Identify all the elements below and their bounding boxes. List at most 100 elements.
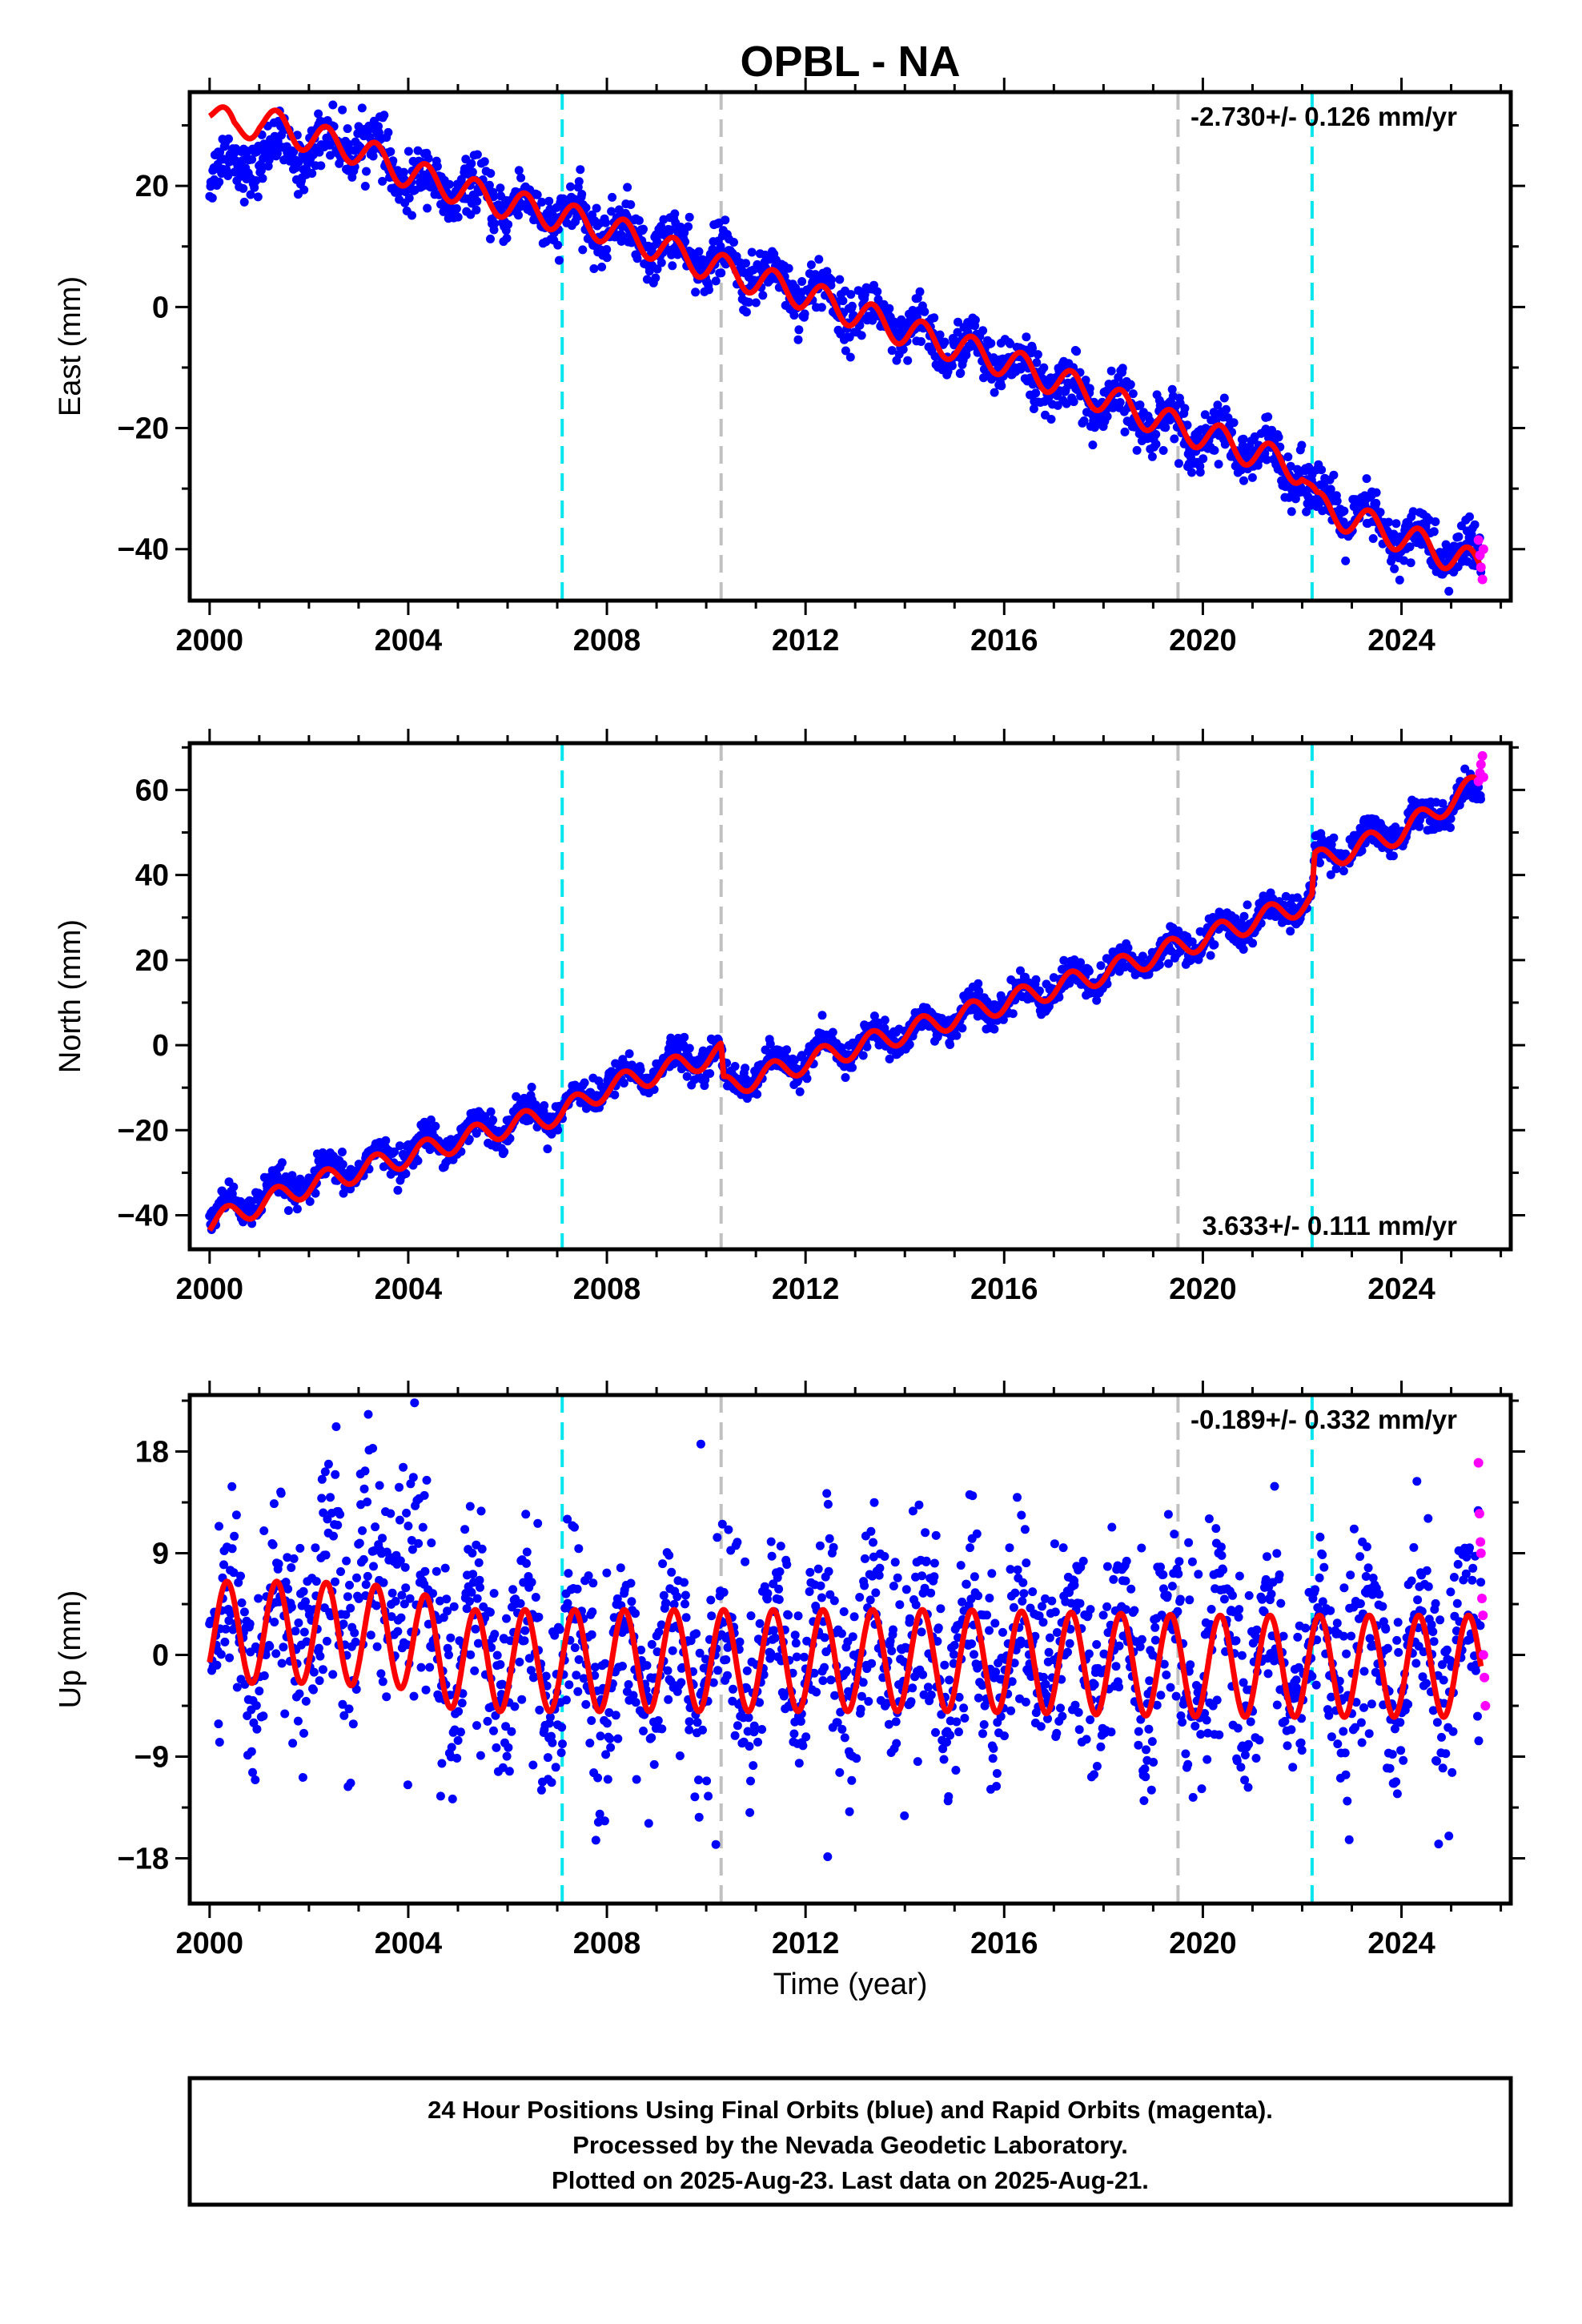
up-final-point	[312, 1577, 321, 1586]
up-final-point	[364, 1410, 373, 1419]
east-final-point	[1187, 468, 1196, 477]
up-final-point	[283, 1585, 292, 1594]
east-final-point	[741, 259, 750, 267]
up-final-point	[329, 1532, 338, 1541]
up-final-point	[396, 1516, 404, 1525]
east-final-point	[857, 331, 866, 340]
north-final-point	[1332, 864, 1341, 873]
up-final-point	[841, 1733, 849, 1742]
up-final-point	[322, 1550, 331, 1559]
east-final-point	[515, 166, 524, 175]
up-final-point	[745, 1713, 753, 1722]
up-final-point	[749, 1761, 757, 1770]
east-final-point	[1211, 446, 1219, 455]
up-final-point	[548, 1739, 556, 1747]
east-final-point	[589, 264, 598, 273]
up-final-point	[504, 1743, 512, 1752]
north-final-point	[338, 1148, 347, 1156]
east-final-point	[1174, 459, 1183, 468]
up-final-point	[347, 1779, 355, 1787]
up-final-point	[215, 1738, 224, 1747]
east-final-point	[1220, 394, 1229, 403]
up-final-point	[528, 1761, 537, 1770]
up-final-point	[797, 1717, 805, 1726]
east-final-point	[695, 247, 704, 256]
up-final-point	[627, 1579, 636, 1588]
east-y-tick-label: 20	[135, 170, 169, 203]
up-final-point	[840, 1607, 849, 1616]
east-final-point	[1072, 347, 1081, 356]
east-final-point	[885, 304, 893, 313]
up-final-point	[437, 1759, 446, 1768]
east-final-point	[486, 235, 495, 243]
up-final-point	[729, 1685, 737, 1694]
up-final-point	[346, 1604, 355, 1613]
east-final-point	[1107, 367, 1116, 376]
up-final-point	[745, 1742, 754, 1751]
north-y-axis-label: North (mm)	[54, 919, 87, 1073]
up-final-point	[315, 1652, 324, 1661]
east-final-point	[1248, 473, 1257, 482]
up-final-point	[522, 1559, 531, 1568]
north-x-tick-label: 2004	[375, 1273, 443, 1306]
up-final-point	[694, 1775, 703, 1784]
north-rapid-point	[1478, 751, 1488, 761]
up-final-point	[720, 1588, 729, 1597]
up-final-point	[588, 1630, 596, 1639]
up-final-point	[768, 1552, 777, 1561]
up-final-point	[382, 1692, 391, 1701]
up-final-point	[812, 1688, 821, 1697]
up-final-point	[448, 1743, 456, 1751]
east-final-point	[358, 103, 367, 112]
up-final-point	[520, 1636, 529, 1645]
east-final-point	[480, 157, 489, 166]
up-final-point	[228, 1544, 237, 1553]
up-final-point	[386, 1510, 395, 1518]
up-final-point	[829, 1543, 838, 1552]
up-final-point	[311, 1543, 319, 1552]
north-final-point	[859, 1051, 868, 1060]
up-final-point	[632, 1775, 641, 1784]
up-final-point	[246, 1619, 255, 1628]
up-final-point	[363, 1572, 372, 1581]
north-y-tick-label: 20	[135, 944, 169, 978]
up-final-point	[492, 1743, 500, 1752]
up-final-point	[393, 1627, 402, 1636]
north-x-tick-label: 2016	[970, 1273, 1038, 1306]
up-final-point	[420, 1491, 429, 1500]
north-final-point	[487, 1108, 496, 1116]
up-final-point	[252, 1701, 261, 1710]
up-final-point	[260, 1671, 269, 1680]
up-final-point	[331, 1470, 339, 1479]
up-final-point	[842, 1667, 851, 1675]
east-final-point	[454, 213, 463, 222]
east-final-point	[343, 124, 352, 133]
up-final-point	[664, 1695, 673, 1704]
east-final-point	[978, 326, 987, 335]
north-final-point	[431, 1122, 440, 1131]
east-final-point	[752, 299, 761, 308]
east-final-point	[404, 147, 413, 156]
up-final-point	[300, 1628, 309, 1637]
north-final-point	[753, 1090, 761, 1099]
up-final-point	[319, 1665, 327, 1674]
east-rapid-point	[1476, 562, 1486, 572]
north-final-point	[705, 1069, 714, 1078]
east-final-point	[1339, 507, 1348, 516]
up-final-point	[712, 1840, 721, 1849]
up-final-point	[650, 1760, 659, 1769]
east-final-point	[941, 338, 950, 347]
up-final-point	[515, 1658, 524, 1667]
up-final-point	[233, 1683, 242, 1692]
up-final-point	[606, 1743, 615, 1752]
up-final-point	[465, 1597, 474, 1606]
up-final-point	[302, 1697, 311, 1706]
up-final-point	[410, 1398, 419, 1407]
east-final-point	[917, 337, 926, 346]
east-final-point	[1329, 471, 1338, 480]
up-final-point	[295, 1544, 304, 1553]
east-final-point	[1283, 452, 1292, 461]
up-final-point	[741, 1558, 749, 1566]
north-final-point	[488, 1116, 497, 1124]
up-final-point	[673, 1592, 681, 1601]
